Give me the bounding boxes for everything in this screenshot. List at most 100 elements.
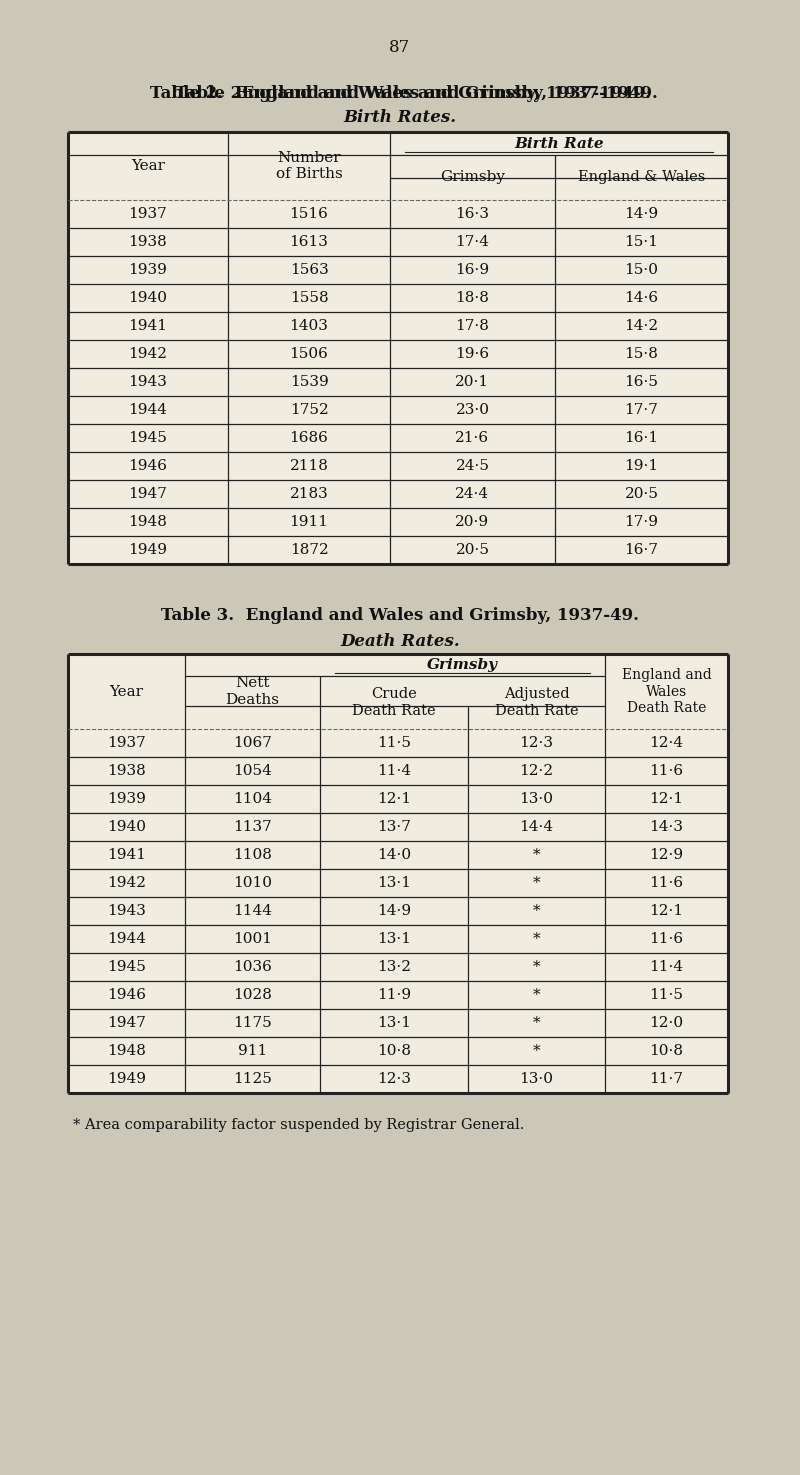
Text: *: * — [533, 904, 540, 917]
Text: *: * — [533, 876, 540, 889]
Text: 1137: 1137 — [233, 820, 272, 833]
Text: 11·7: 11·7 — [650, 1072, 683, 1086]
Text: 1911: 1911 — [290, 515, 329, 530]
Text: * Area comparability factor suspended by Registrar General.: * Area comparability factor suspended by… — [73, 1118, 524, 1131]
Text: 16·3: 16·3 — [455, 207, 490, 221]
Text: Year: Year — [131, 159, 165, 173]
Text: Grimsby: Grimsby — [427, 658, 498, 673]
Text: 12·2: 12·2 — [519, 764, 554, 777]
Text: England and Wales and Grimsby, 1937-1949.: England and Wales and Grimsby, 1937-1949… — [230, 84, 658, 102]
Text: 11·4: 11·4 — [650, 960, 683, 974]
Text: Table 2.: Table 2. — [175, 84, 248, 102]
Text: 15·1: 15·1 — [625, 235, 658, 249]
Text: 1563: 1563 — [290, 263, 328, 277]
Text: 1937: 1937 — [107, 736, 146, 749]
Text: 1945: 1945 — [129, 431, 167, 445]
Text: 19·1: 19·1 — [625, 459, 658, 473]
Text: 14·2: 14·2 — [625, 319, 658, 333]
Text: 1939: 1939 — [129, 263, 167, 277]
Text: 1144: 1144 — [233, 904, 272, 917]
Bar — [68, 131, 728, 563]
Text: 11·6: 11·6 — [650, 932, 683, 945]
Text: 1943: 1943 — [107, 904, 146, 917]
Text: 16·9: 16·9 — [455, 263, 490, 277]
Text: Table 2.  England and Wales and Grimsby, 1937-1949.: Table 2. England and Wales and Grimsby, … — [150, 84, 650, 102]
Text: 1175: 1175 — [233, 1016, 272, 1030]
Text: 11·6: 11·6 — [650, 876, 683, 889]
Text: 20·9: 20·9 — [455, 515, 490, 530]
Text: 1939: 1939 — [107, 792, 146, 805]
Text: 1613: 1613 — [290, 235, 329, 249]
Text: 1067: 1067 — [233, 736, 272, 749]
Text: 17·9: 17·9 — [625, 515, 658, 530]
Text: 13·0: 13·0 — [519, 792, 554, 805]
Text: *: * — [533, 848, 540, 861]
Text: Table 3.  England and Wales and Grimsby, 1937-49.: Table 3. England and Wales and Grimsby, … — [161, 608, 639, 624]
Text: 20·5: 20·5 — [625, 487, 658, 502]
Text: *: * — [533, 960, 540, 974]
Text: 24·5: 24·5 — [455, 459, 490, 473]
Text: 19·6: 19·6 — [455, 347, 490, 361]
Text: 14·6: 14·6 — [625, 291, 658, 305]
Text: 1942: 1942 — [107, 876, 146, 889]
Text: 12·0: 12·0 — [650, 1016, 683, 1030]
Text: 10·8: 10·8 — [650, 1044, 683, 1058]
Text: *: * — [533, 932, 540, 945]
Text: 16·7: 16·7 — [625, 543, 658, 558]
Text: 1943: 1943 — [129, 375, 167, 389]
Text: 1010: 1010 — [233, 876, 272, 889]
Text: Number
of Births: Number of Births — [276, 150, 342, 181]
Text: 12·1: 12·1 — [650, 904, 683, 917]
Text: 2183: 2183 — [290, 487, 328, 502]
Text: 1036: 1036 — [233, 960, 272, 974]
Text: 1942: 1942 — [129, 347, 167, 361]
Text: 1539: 1539 — [290, 375, 328, 389]
Text: 1941: 1941 — [107, 848, 146, 861]
Text: 1516: 1516 — [290, 207, 329, 221]
Text: Birth Rates.: Birth Rates. — [343, 109, 457, 127]
Text: 11·4: 11·4 — [377, 764, 411, 777]
Text: Grimsby: Grimsby — [440, 171, 505, 184]
Text: 13·1: 13·1 — [377, 1016, 411, 1030]
Text: 14·9: 14·9 — [377, 904, 411, 917]
Text: 1944: 1944 — [107, 932, 146, 945]
Text: 12·3: 12·3 — [377, 1072, 411, 1086]
Text: 1948: 1948 — [129, 515, 167, 530]
Text: 1108: 1108 — [233, 848, 272, 861]
Text: 1944: 1944 — [129, 403, 167, 417]
Text: 23·0: 23·0 — [455, 403, 490, 417]
Text: Adjusted
Death Rate: Adjusted Death Rate — [494, 687, 578, 718]
Text: 11·6: 11·6 — [650, 764, 683, 777]
Text: Birth Rate: Birth Rate — [514, 137, 604, 150]
Text: 14·3: 14·3 — [650, 820, 683, 833]
Text: 13·2: 13·2 — [377, 960, 411, 974]
Text: 14·0: 14·0 — [377, 848, 411, 861]
Text: 1947: 1947 — [107, 1016, 146, 1030]
Text: 1945: 1945 — [107, 960, 146, 974]
Text: 1028: 1028 — [233, 988, 272, 1002]
Text: 1937: 1937 — [129, 207, 167, 221]
Text: 13·7: 13·7 — [377, 820, 411, 833]
Text: England and
Wales
Death Rate: England and Wales Death Rate — [622, 668, 711, 715]
Text: 1001: 1001 — [233, 932, 272, 945]
Text: 911: 911 — [238, 1044, 267, 1058]
Text: 17·7: 17·7 — [625, 403, 658, 417]
Text: England & Wales: England & Wales — [578, 171, 705, 184]
Text: 24·4: 24·4 — [455, 487, 490, 502]
Text: 1940: 1940 — [107, 820, 146, 833]
Text: 1403: 1403 — [290, 319, 329, 333]
Text: 1125: 1125 — [233, 1072, 272, 1086]
Text: Year: Year — [110, 684, 143, 699]
Text: 1948: 1948 — [107, 1044, 146, 1058]
Text: 21·6: 21·6 — [455, 431, 490, 445]
Text: 12·1: 12·1 — [377, 792, 411, 805]
Text: Nett
Deaths: Nett Deaths — [226, 677, 279, 707]
Text: 1054: 1054 — [233, 764, 272, 777]
Text: 20·5: 20·5 — [455, 543, 490, 558]
Text: 10·8: 10·8 — [377, 1044, 411, 1058]
Text: 12·1: 12·1 — [650, 792, 683, 805]
Text: 17·8: 17·8 — [455, 319, 490, 333]
Text: 1946: 1946 — [129, 459, 167, 473]
Text: 1506: 1506 — [290, 347, 329, 361]
Text: *: * — [533, 1016, 540, 1030]
